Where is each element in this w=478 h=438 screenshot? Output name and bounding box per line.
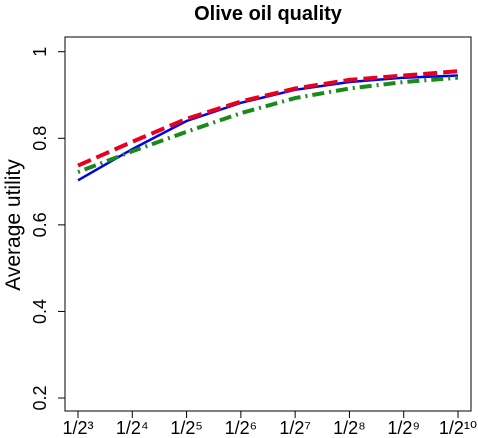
y-tick-label: 0.2 <box>30 385 50 410</box>
x-tick-label: 1/2⁶ <box>225 418 257 438</box>
series-line <box>77 69 459 168</box>
y-tick-label: 0.6 <box>30 212 50 237</box>
x-tick-label: 1/2⁵ <box>170 418 202 438</box>
x-tick-label: 1/2³ <box>62 418 93 438</box>
x-tick-label: 1/2¹⁰ <box>439 418 477 438</box>
series-line <box>77 74 459 182</box>
y-axis-title: Average utility <box>2 159 25 291</box>
y-tick-label: 0.4 <box>30 299 50 324</box>
x-tick-label: 1/2⁷ <box>279 418 311 438</box>
x-tick-label: 1/2⁴ <box>116 418 149 438</box>
series-line <box>77 75 459 174</box>
y-tick-label: 0.8 <box>30 126 50 151</box>
x-tick-label: 1/2⁹ <box>387 418 420 438</box>
plot-frame <box>64 36 472 412</box>
x-tick-label: 1/2⁸ <box>333 418 366 438</box>
chart-title: Olive oil quality <box>194 3 343 25</box>
y-tick-label: 1 <box>30 47 50 57</box>
